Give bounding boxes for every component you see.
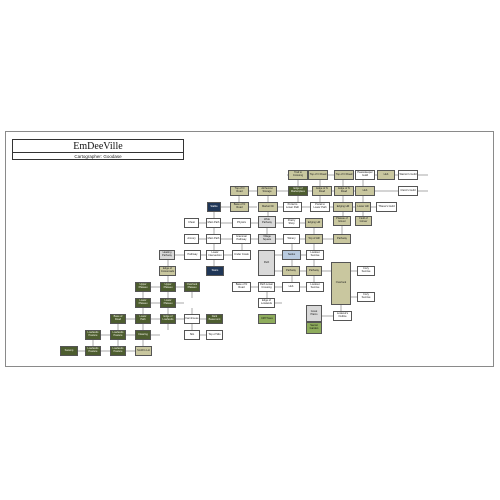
map-room[interactable]: Grammar Pathway (232, 234, 251, 244)
map-room[interactable]: Edge of N Road (334, 186, 354, 196)
map-room[interactable]: Cliff Trees (258, 314, 276, 324)
map-frame (5, 131, 494, 367)
map-room[interactable]: Pathway (184, 250, 201, 260)
map-room[interactable]: Path (258, 250, 275, 276)
map-room[interactable]: Physics (232, 218, 251, 228)
map-room[interactable]: Top of N Road (230, 186, 249, 196)
map-room[interactable]: Pathway (333, 234, 351, 244)
map-room[interactable]: Lower Plateau (135, 298, 151, 308)
map-room[interactable]: Cleric's Guild (398, 186, 418, 196)
map-room[interactable]: Edging Hill (333, 202, 353, 212)
map-room[interactable]: Overlook Plateau (184, 282, 200, 292)
map-room[interactable]: Great Plains (306, 305, 322, 322)
map-room[interactable]: Main Path (206, 218, 221, 228)
map-room[interactable]: Lowlands Pasture (85, 330, 101, 340)
map-room[interactable]: Pathway (306, 266, 322, 276)
map-room[interactable]: Lookout Sunrise (306, 250, 324, 260)
map-room[interactable]: Secret Garden (306, 322, 322, 334)
map-room[interactable]: Warrior's Guild (398, 170, 418, 180)
map-room[interactable]: Plateau of Glover (333, 216, 351, 226)
map-room[interactable]: Top of Silo (206, 330, 223, 340)
map-room[interactable]: Cozy Sunrise (357, 266, 375, 276)
map-room[interactable]: Thieve's Guild (376, 202, 397, 212)
map-room[interactable]: Edge of Lowlands (258, 298, 275, 308)
map-room[interactable]: Village Square (258, 234, 276, 244)
map-room[interactable]: Edge of Crossroads (159, 266, 176, 276)
map-room[interactable]: Portal to Lower Path (283, 202, 302, 212)
map-room[interactable]: Clearing (135, 330, 151, 340)
map-room[interactable]: Alchemist Storage (257, 186, 277, 196)
map-room[interactable]: Trail to Crossing (288, 170, 308, 180)
map-room[interactable]: Base of N Road (230, 202, 249, 212)
map-room[interactable]: Market Dir (258, 202, 278, 212)
map-room[interactable]: Lower Hill (355, 202, 371, 212)
map-room[interactable]: Healing Pathway (159, 250, 175, 260)
map-room[interactable]: Swamp (60, 346, 78, 356)
map-room[interactable]: Path Lower Crossing (258, 282, 275, 292)
map-room[interactable]: Lower Plateau (160, 298, 176, 308)
map-room[interactable]: Lower Path (135, 314, 151, 324)
map-room[interactable]: Smith's Lot (135, 346, 152, 356)
map-room[interactable]: Silo (184, 330, 200, 340)
map-room[interactable]: Top of Hill (305, 234, 323, 244)
map-room[interactable]: Lower Intersection (206, 250, 224, 260)
map-room[interactable]: Edge of N Road (312, 186, 332, 196)
map-room[interactable]: Top of N Road (308, 170, 328, 180)
map-room[interactable]: Upper Plateau (160, 282, 176, 292)
map-room[interactable]: Lowlands Pasture (85, 346, 101, 356)
map-room[interactable]: Hub (377, 170, 395, 180)
map-room[interactable]: Cozy Sunrise (357, 292, 375, 302)
map-room[interactable]: Stairs (206, 266, 224, 276)
map-room[interactable]: Hub (355, 186, 375, 196)
map-room[interactable]: Farmhouse (184, 314, 200, 324)
cartographer-credit: Cartographer: Goodase (12, 153, 184, 160)
map-room[interactable]: Winery (283, 234, 300, 244)
map-room[interactable]: Upper Plateau (135, 282, 151, 292)
map-room[interactable]: Sadus (282, 250, 301, 260)
map-room[interactable]: Lowlands Pasture (110, 346, 126, 356)
map-title: EmDeeVille (12, 139, 184, 153)
map-room[interactable]: Field of Glover (355, 216, 372, 226)
map-room[interactable]: Chest (184, 218, 199, 228)
map-room[interactable]: Edging Hill (305, 218, 323, 228)
map-room[interactable]: Top of N Road (334, 170, 354, 180)
map-room[interactable]: Under Creek (232, 250, 251, 260)
map-room[interactable]: Overlook (331, 262, 351, 305)
map-room[interactable]: Armory (184, 234, 199, 244)
map-room[interactable]: Main Path (206, 234, 221, 244)
map-room[interactable]: Lookout Sunrise (306, 282, 324, 292)
map-room[interactable]: Poetry Shop (283, 218, 300, 228)
map-room[interactable]: Dark Basement (206, 314, 223, 324)
map-room[interactable]: Portal to Lower Path (310, 202, 330, 212)
map-room[interactable]: Stable (207, 202, 221, 212)
map-room[interactable]: Pathway (282, 266, 300, 276)
map-room[interactable]: Base of N Road (232, 282, 251, 292)
map-room[interactable]: Peacekeeper Guild (355, 170, 375, 180)
map-room[interactable]: Base of Road (110, 314, 126, 324)
map-room[interactable]: Lowlands Pasture (110, 330, 126, 340)
map-room[interactable]: Edge of Lowlands (160, 314, 176, 324)
map-room[interactable]: Wide Pathway (258, 216, 276, 228)
map-room[interactable]: Hub (282, 282, 300, 292)
map-room[interactable]: Lookout's Outline (333, 311, 352, 321)
map-room[interactable]: Edge of Marketplace (288, 186, 308, 196)
